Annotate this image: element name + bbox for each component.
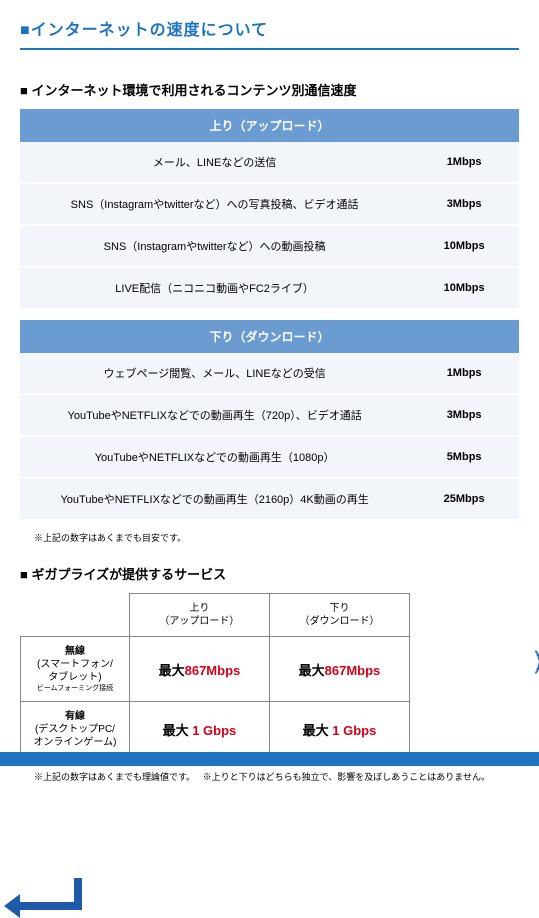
table-row: YouTubeやNETFLIXなどでの動画再生（2160p）4K動画の再生 25… — [20, 478, 519, 520]
table-row: YouTubeやNETFLIXなどでの動画再生（720p）、ビデオ通話 3Mbp… — [20, 394, 519, 436]
svc-col-down: 下り （ダウンロード） — [269, 594, 409, 637]
upload-header: 上り（アップロード） — [20, 109, 519, 142]
upload-table: 上り（アップロード） メール、LINEなどの送信 1Mbps SNS（Insta… — [20, 109, 519, 310]
download-desc-0: ウェブページ閲覧、メール、LINEなどの受信 — [20, 353, 409, 394]
download-val-0: 1Mbps — [409, 353, 519, 394]
download-table: 下り（ダウンロード） ウェブページ閲覧、メール、LINEなどの受信 1Mbps … — [20, 320, 519, 521]
upload-val-3: 10Mbps — [409, 267, 519, 309]
svc-row1-down: 最大 1 Gbps — [269, 702, 409, 758]
bottom-bar — [0, 752, 539, 766]
section2-title: ■ ギガプライズが提供するサービス — [20, 564, 519, 583]
svc-row0-cat: 無線 (スマートフォン/ タブレット) ビームフォーミング接続 — [21, 637, 130, 702]
upload-val-0: 1Mbps — [409, 142, 519, 183]
table-row: 有線 (デスクトップPC/ オンラインゲーム) 最大 1 Gbps 最大 1 G… — [21, 702, 410, 758]
table-row: ウェブページ閲覧、メール、LINEなどの受信 1Mbps — [20, 353, 519, 394]
table-row: メール、LINEなどの送信 1Mbps — [20, 142, 519, 183]
download-header: 下り（ダウンロード） — [20, 320, 519, 353]
upload-desc-3: LIVE配信（ニコニコ動画やFC2ライブ） — [20, 267, 409, 309]
table-row: SNS（Instagramやtwitterなど）への動画投稿 10Mbps — [20, 225, 519, 267]
table-row: YouTubeやNETFLIXなどでの動画再生（1080p） 5Mbps — [20, 436, 519, 478]
note-2: ※上記の数字はあくまでも理論値です。 ※上りと下りはどちらも独立で、影響を及ぼし… — [34, 770, 519, 783]
svc-row1-up: 最大 1 Gbps — [129, 702, 269, 758]
note-1: ※上記の数字はあくまでも目安です。 — [34, 531, 519, 544]
download-desc-2: YouTubeやNETFLIXなどでの動画再生（1080p） — [20, 436, 409, 478]
upload-desc-1: SNS（Instagramやtwitterなど）への写真投稿、ビデオ通話 — [20, 183, 409, 225]
upload-val-1: 3Mbps — [409, 183, 519, 225]
download-val-3: 25Mbps — [409, 478, 519, 520]
svc-row0-down: 最大867Mbps — [269, 637, 409, 702]
table-row: SNS（Instagramやtwitterなど）への写真投稿、ビデオ通話 3Mb… — [20, 183, 519, 225]
svc-row0-up: 最大867Mbps — [129, 637, 269, 702]
table-row: LIVE配信（ニコニコ動画やFC2ライブ） 10Mbps — [20, 267, 519, 309]
service-table: 上り （アップロード） 下り （ダウンロード） 無線 (スマートフォン/ タブレ… — [20, 593, 410, 758]
download-val-1: 3Mbps — [409, 394, 519, 436]
svc-blank-header — [21, 594, 130, 637]
svc-col-up: 上り （アップロード） — [129, 594, 269, 637]
upload-desc-0: メール、LINEなどの送信 — [20, 142, 409, 183]
download-desc-3: YouTubeやNETFLIXなどでの動画再生（2160p）4K動画の再生 — [20, 478, 409, 520]
download-val-2: 5Mbps — [409, 436, 519, 478]
download-desc-1: YouTubeやNETFLIXなどでの動画再生（720p）、ビデオ通話 — [20, 394, 409, 436]
table-row: 無線 (スマートフォン/ タブレット) ビームフォーミング接続 最大867Mbp… — [21, 637, 410, 702]
upload-val-2: 10Mbps — [409, 225, 519, 267]
service-wrap: 上り （アップロード） 下り （ダウンロード） 無線 (スマートフォン/ タブレ… — [20, 593, 519, 758]
svc-row1-cat: 有線 (デスクトップPC/ オンラインゲーム) — [21, 702, 130, 758]
page-title: ■インターネットの速度について — [20, 16, 519, 50]
upload-desc-2: SNS（Instagramやtwitterなど）への動画投稿 — [20, 225, 409, 267]
section1-title: ■ インターネット環境で利用されるコンテンツ別通信速度 — [20, 80, 519, 99]
